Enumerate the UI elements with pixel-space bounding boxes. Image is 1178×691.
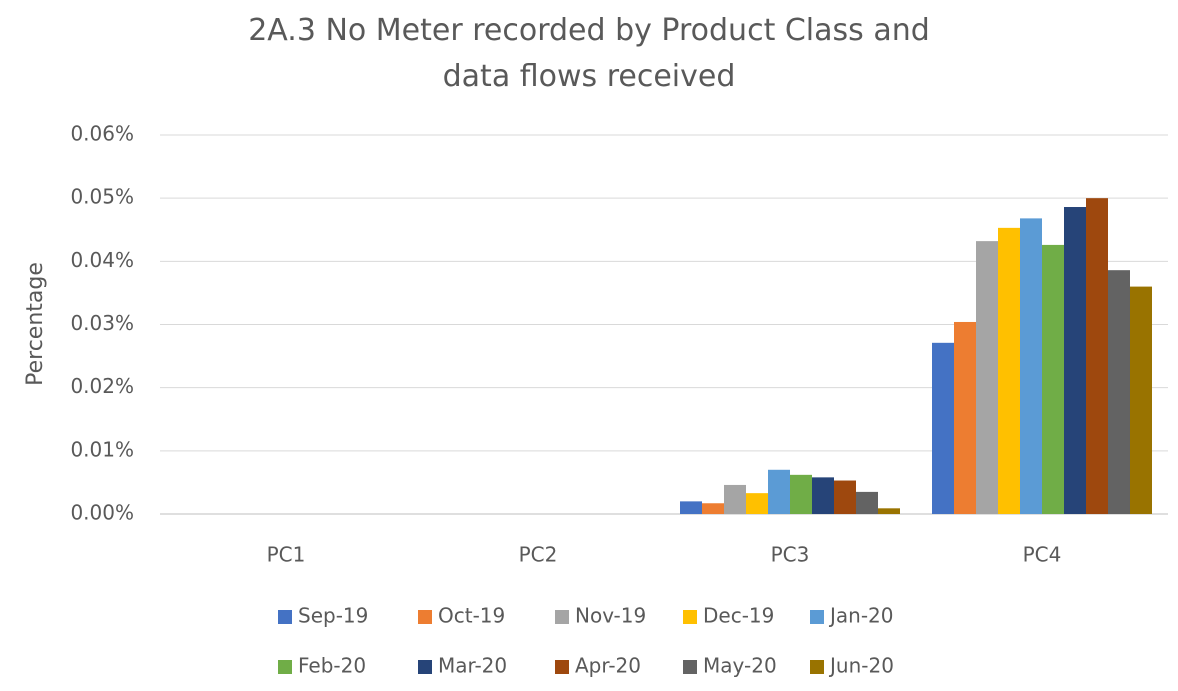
legend-label: May-20 bbox=[703, 654, 777, 678]
bar bbox=[932, 342, 955, 514]
bar bbox=[976, 241, 999, 514]
legend-swatch bbox=[555, 610, 569, 624]
bar bbox=[702, 503, 725, 514]
y-tick-label: 0.00% bbox=[70, 501, 134, 525]
y-tick-label: 0.05% bbox=[70, 185, 134, 209]
chart-title: 2A.3 No Meter recorded by Product Class … bbox=[248, 13, 930, 94]
legend-label: Dec-19 bbox=[703, 604, 774, 628]
legend-swatch bbox=[683, 660, 697, 674]
legend-label: Jan-20 bbox=[828, 604, 894, 628]
legend-label: Apr-20 bbox=[575, 654, 641, 678]
bar bbox=[768, 469, 790, 514]
legend-label: Nov-19 bbox=[575, 604, 646, 628]
bar bbox=[1085, 198, 1108, 514]
legend-swatch bbox=[278, 610, 292, 624]
bar bbox=[811, 477, 834, 514]
y-axis-label: Percentage bbox=[23, 262, 48, 386]
legend-swatch bbox=[278, 660, 292, 674]
bar bbox=[1129, 286, 1152, 514]
legend-swatch bbox=[418, 610, 432, 624]
bar bbox=[855, 491, 878, 514]
bar bbox=[833, 480, 856, 514]
y-tick-label: 0.02% bbox=[70, 374, 134, 398]
y-tick-label: 0.06% bbox=[70, 122, 134, 146]
legend-swatch bbox=[810, 610, 824, 624]
bar bbox=[680, 501, 703, 514]
y-tick-label: 0.01% bbox=[70, 437, 134, 461]
bar bbox=[877, 508, 900, 514]
legend-swatch bbox=[683, 610, 697, 624]
bar bbox=[1020, 218, 1042, 514]
bar bbox=[954, 321, 977, 514]
x-tick-label: PC2 bbox=[519, 543, 558, 567]
legend-label: Oct-19 bbox=[438, 604, 505, 628]
x-tick-label: PC4 bbox=[1023, 543, 1062, 567]
bar bbox=[998, 227, 1021, 515]
legend-label: Feb-20 bbox=[298, 654, 366, 678]
bar bbox=[1042, 244, 1064, 514]
y-tick-label: 0.04% bbox=[70, 248, 134, 272]
bar bbox=[1107, 270, 1130, 514]
y-tick-label: 0.03% bbox=[70, 311, 134, 335]
bar bbox=[790, 474, 812, 514]
legend-swatch bbox=[418, 660, 432, 674]
legend-swatch bbox=[810, 660, 824, 674]
x-tick-label: PC1 bbox=[267, 543, 306, 567]
bar bbox=[746, 493, 769, 514]
legend-label: Sep-19 bbox=[298, 604, 368, 628]
legend-swatch bbox=[555, 660, 569, 674]
bar bbox=[1063, 207, 1086, 514]
x-tick-label: PC3 bbox=[771, 543, 810, 567]
legend-label: Jun-20 bbox=[828, 654, 894, 678]
legend-label: Mar-20 bbox=[438, 654, 507, 678]
bar bbox=[724, 484, 747, 514]
